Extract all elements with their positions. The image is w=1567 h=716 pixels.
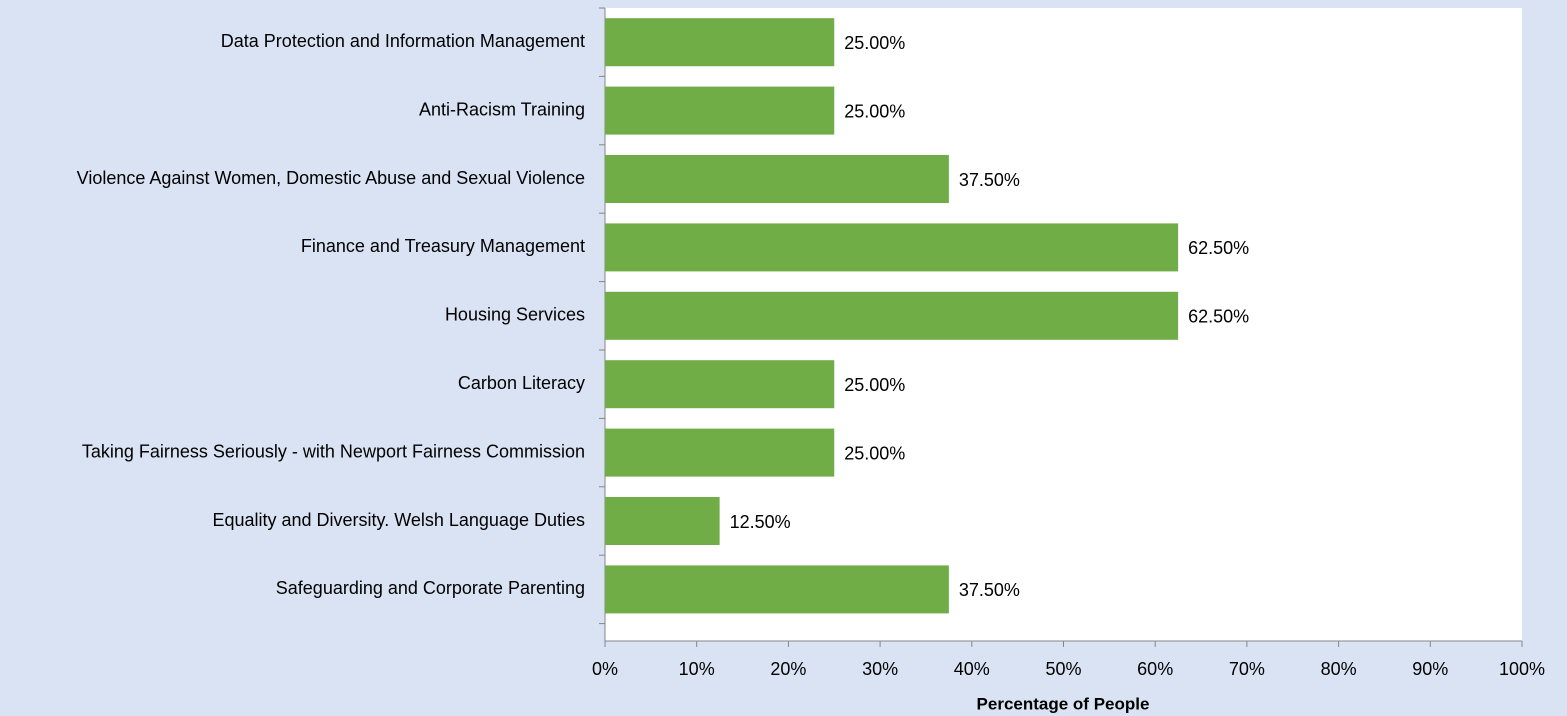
x-tick-label: 60% bbox=[1137, 659, 1173, 679]
data-label: 62.50% bbox=[1188, 238, 1249, 258]
data-label: 62.50% bbox=[1188, 307, 1249, 327]
y-tick-label: Equality and Diversity. Welsh Language D… bbox=[212, 510, 585, 530]
x-tick-label: 50% bbox=[1045, 659, 1081, 679]
x-tick-label: 10% bbox=[679, 659, 715, 679]
bar bbox=[605, 155, 949, 203]
y-tick-label: Anti-Racism Training bbox=[419, 99, 585, 119]
x-tick-label: 0% bbox=[592, 659, 618, 679]
y-tick-label: Finance and Treasury Management bbox=[301, 236, 585, 256]
x-axis-label: Percentage of People bbox=[977, 694, 1150, 713]
data-label: 25.00% bbox=[844, 33, 905, 53]
y-tick-label: Carbon Literacy bbox=[458, 373, 585, 393]
bar bbox=[605, 565, 949, 614]
data-label: 37.50% bbox=[959, 170, 1020, 190]
x-tick-label: 70% bbox=[1229, 659, 1265, 679]
y-tick-label: Housing Services bbox=[445, 305, 585, 325]
y-tick-label: Safeguarding and Corporate Parenting bbox=[276, 578, 585, 598]
data-label: 37.50% bbox=[959, 580, 1020, 600]
data-label: 12.50% bbox=[730, 512, 791, 532]
bar bbox=[605, 360, 835, 409]
data-label: 25.00% bbox=[844, 375, 905, 395]
bar bbox=[605, 223, 1179, 272]
x-tick-label: 80% bbox=[1321, 659, 1357, 679]
bar bbox=[605, 428, 835, 477]
x-tick-label: 20% bbox=[770, 659, 806, 679]
x-tick-label: 40% bbox=[954, 659, 990, 679]
bar bbox=[605, 291, 1179, 340]
bar bbox=[605, 86, 835, 135]
x-tick-label: 100% bbox=[1499, 659, 1545, 679]
bar bbox=[605, 18, 835, 67]
y-tick-label: Violence Against Women, Domestic Abuse a… bbox=[77, 168, 585, 188]
data-label: 25.00% bbox=[844, 443, 905, 463]
y-tick-label: Data Protection and Information Manageme… bbox=[221, 31, 585, 51]
x-tick-label: 30% bbox=[862, 659, 898, 679]
x-tick-label: 90% bbox=[1412, 659, 1448, 679]
data-label: 25.00% bbox=[844, 101, 905, 121]
y-tick-label: Taking Fairness Seriously - with Newport… bbox=[82, 441, 585, 461]
bar bbox=[605, 497, 720, 545]
